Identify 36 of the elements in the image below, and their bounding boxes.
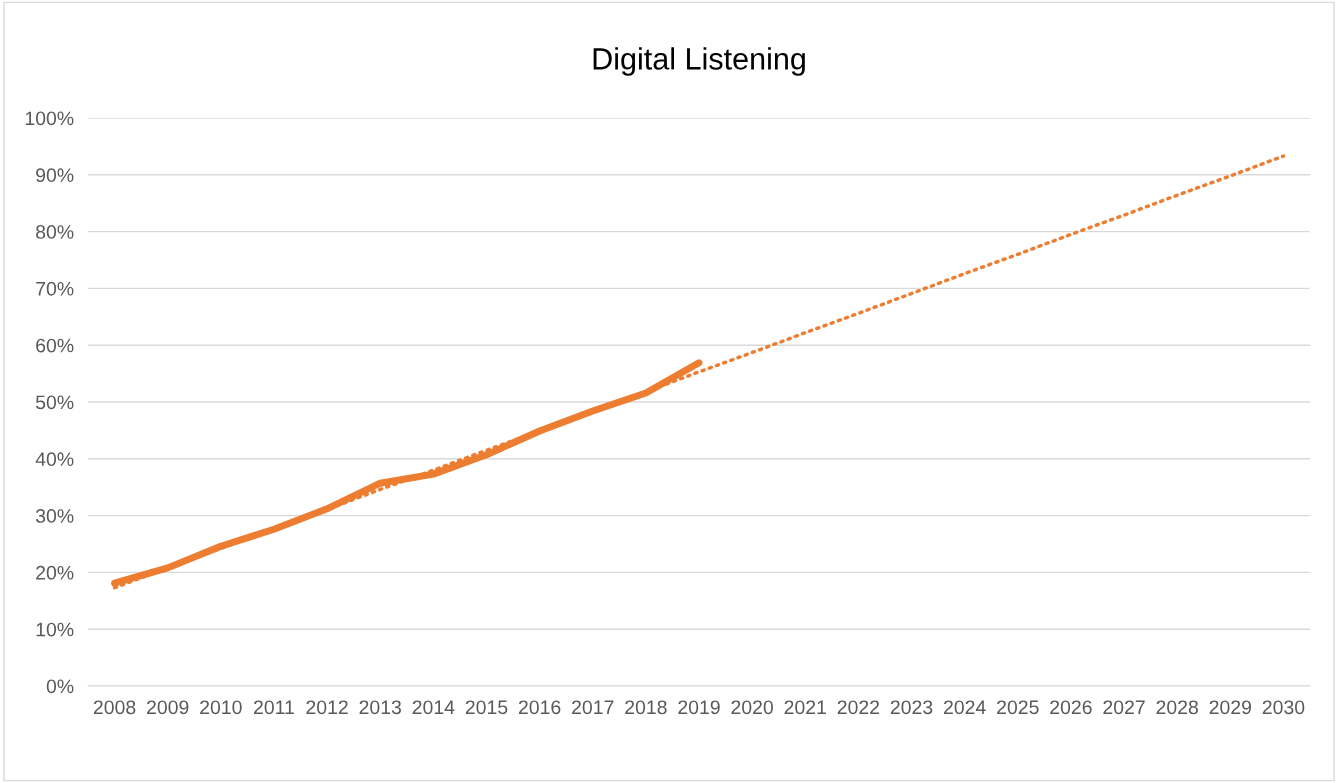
- x-tick-label: 2018: [625, 700, 667, 715]
- x-tick-label: 2010: [200, 700, 242, 715]
- x-tick-label: 2026: [1050, 700, 1092, 715]
- y-tick-label: 70%: [36, 281, 74, 296]
- y-tick-label: 90%: [36, 168, 74, 183]
- x-tick-label: 2019: [678, 700, 720, 715]
- y-tick-label: 80%: [36, 225, 74, 239]
- x-tick-label: 2017: [572, 700, 614, 715]
- line-series: [112, 154, 1286, 590]
- x-tick-label: 2025: [997, 700, 1039, 715]
- x-tick-label: 2027: [1103, 700, 1145, 715]
- x-tick-label: 2008: [93, 700, 136, 715]
- x-tick-label: 2030: [1262, 700, 1305, 715]
- y-tick-label: 0%: [46, 679, 74, 694]
- y-tick-label: 60%: [36, 338, 74, 353]
- y-tick-label: 100%: [25, 111, 74, 126]
- x-tick-label: 2013: [359, 700, 401, 715]
- y-tick-label: 40%: [35, 452, 74, 467]
- y-tick-label: 50%: [35, 395, 74, 410]
- x-tick-label: 2011: [254, 700, 294, 715]
- x-tick-label: 2029: [1209, 700, 1252, 715]
- chart-title: Digital Listening: [593, 47, 805, 76]
- x-tick-label: 2024: [944, 700, 986, 715]
- x-tick-label: 2009: [147, 700, 189, 715]
- x-tick-label: 2015: [465, 700, 508, 715]
- x-tick-label: 2012: [306, 700, 348, 715]
- x-tick-label: 2021: [784, 700, 826, 715]
- y-tick-label: 20%: [36, 565, 74, 580]
- x-tick-label: 2022: [837, 700, 880, 715]
- y-tick-label: 30%: [35, 509, 74, 523]
- x-tick-label: 2023: [890, 700, 933, 715]
- x-tick-label: 2020: [731, 700, 773, 715]
- x-tick-label: 2028: [1156, 700, 1198, 715]
- x-tick-label: 2014: [412, 700, 455, 715]
- x-tick-label: 2016: [518, 700, 561, 715]
- y-tick-label: 10%: [36, 622, 74, 637]
